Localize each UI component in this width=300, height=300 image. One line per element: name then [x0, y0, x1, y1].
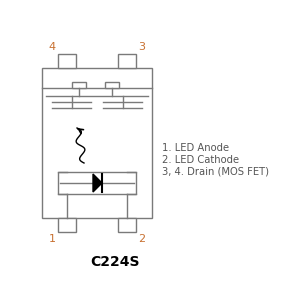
- Text: 1: 1: [49, 234, 56, 244]
- Bar: [118, 54, 136, 68]
- Bar: [105, 82, 119, 88]
- Text: 2. LED Cathode: 2. LED Cathode: [162, 155, 239, 165]
- Polygon shape: [93, 174, 102, 192]
- Text: 4: 4: [49, 42, 56, 52]
- Bar: [58, 54, 76, 68]
- Bar: [58, 172, 136, 194]
- Text: C224S: C224S: [90, 255, 140, 269]
- Bar: [118, 218, 136, 232]
- Text: 3, 4. Drain (MOS FET): 3, 4. Drain (MOS FET): [162, 167, 269, 177]
- Bar: [72, 82, 86, 88]
- Bar: [42, 68, 152, 218]
- Bar: [58, 218, 76, 232]
- Text: 2: 2: [138, 234, 145, 244]
- Text: 3: 3: [138, 42, 145, 52]
- Text: 1. LED Anode: 1. LED Anode: [162, 143, 229, 153]
